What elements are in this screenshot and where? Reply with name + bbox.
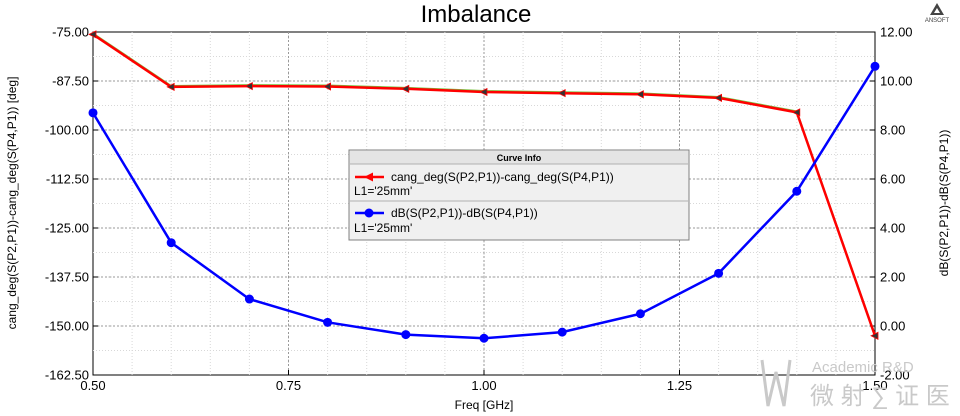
watermark: Academic R&D 微 射 ∑ 证 医 — [760, 359, 950, 410]
data-point-series-1 — [88, 30, 97, 39]
legend-box — [348, 149, 690, 241]
ansoft-logo-text: ANSOFT — [925, 18, 950, 24]
ansoft-logo: ANSOFT — [925, 3, 950, 24]
data-point-series-1 — [870, 331, 879, 340]
legend-marker-triangle-icon — [364, 172, 373, 182]
data-point-series-1 — [557, 89, 566, 98]
legend-marker-circle-icon — [364, 208, 374, 218]
y-right-tick-label: 12.00 — [880, 25, 913, 40]
legend-label-series-1: cang_deg(S(P2,P1))-cang_deg(S(P4,P1)) — [391, 170, 614, 184]
legend-header-bar — [350, 151, 688, 164]
data-point-series-2 — [88, 108, 98, 118]
watermark-line-1: Academic R&D — [812, 359, 914, 376]
y-right-tick-label: 2.00 — [880, 270, 905, 285]
data-point-series-2 — [323, 317, 333, 327]
x-tick-label: 1.00 — [471, 378, 496, 393]
y-right-tick-label: 6.00 — [880, 172, 905, 187]
data-point-series-1 — [791, 108, 801, 117]
y-left-tick-label: -87.50 — [52, 74, 89, 89]
watermark-line-2: 微 射 ∑ 证 医 — [810, 383, 950, 410]
y-right-tick-label: -2.00 — [880, 368, 910, 383]
legend-sublabel-series-1: L1='25mm' — [354, 184, 412, 198]
legend-header: Curve Info — [497, 153, 542, 163]
data-point-series-1 — [166, 82, 175, 92]
chart-title: Imbalance — [421, 1, 532, 28]
data-point-series-2 — [479, 333, 489, 343]
y-left-tick-label: -112.50 — [46, 172, 89, 187]
y-right-axis-title: dB(S(P2,P1))-dB(S(P4,P1)) — [937, 130, 951, 277]
legend-sublabel-series-2: L1='25mm' — [354, 221, 412, 235]
data-point-series-1 — [244, 81, 253, 91]
y-left-tick-label: -137.50 — [45, 270, 89, 285]
y-right-tick-label: 10.00 — [880, 74, 913, 89]
data-point-series-1 — [322, 82, 332, 91]
data-point-series-1 — [400, 84, 410, 93]
data-point-series-2 — [401, 330, 411, 340]
x-tick-label: 0.75 — [276, 378, 301, 393]
data-point-series-2 — [792, 186, 802, 196]
legend-label-series-2: dB(S(P2,P1))-dB(S(P4,P1)) — [391, 206, 538, 220]
y-right-tick-label: 8.00 — [880, 123, 905, 138]
legend[interactable]: Curve Info cang_deg(S(P2,P1))-cang_deg(S… — [348, 149, 690, 241]
data-point-series-2 — [870, 61, 880, 71]
data-point-series-1 — [713, 93, 722, 103]
data-point-series-2 — [166, 238, 176, 248]
x-tick-label: 1.50 — [862, 378, 887, 393]
x-tick-label: 0.50 — [80, 378, 105, 393]
y-left-tick-label: -125.00 — [45, 221, 89, 236]
watermark-logo-icon — [760, 359, 792, 407]
x-axis-title: Freq [GHz] — [455, 398, 514, 412]
y-left-tick-label: -150.00 — [45, 319, 89, 334]
data-point-series-2 — [714, 268, 724, 278]
y-left-tick-label: -162.50 — [45, 368, 89, 383]
data-point-series-2 — [635, 309, 645, 319]
data-point-series-2 — [557, 327, 567, 337]
data-point-series-1 — [635, 90, 644, 99]
axis-ticks: 0.50 0.75 1.00 1.25 1.50 -75.00 -87.50 -100.00 -… — [45, 25, 913, 394]
y-left-tick-label: -75.00 — [52, 25, 89, 40]
y-right-tick-label: 0.00 — [880, 319, 905, 334]
y-right-tick-label: 4.00 — [880, 221, 905, 236]
x-tick-label: 1.25 — [667, 378, 692, 393]
data-point-series-2 — [244, 294, 254, 304]
data-point-series-1 — [479, 87, 488, 97]
y-left-axis-title: cang_deg(S(P2,P1))-cang_deg(S(P4,P1)) [d… — [5, 77, 19, 330]
series-layer — [88, 30, 880, 343]
y-left-tick-label: -100.00 — [45, 123, 89, 138]
